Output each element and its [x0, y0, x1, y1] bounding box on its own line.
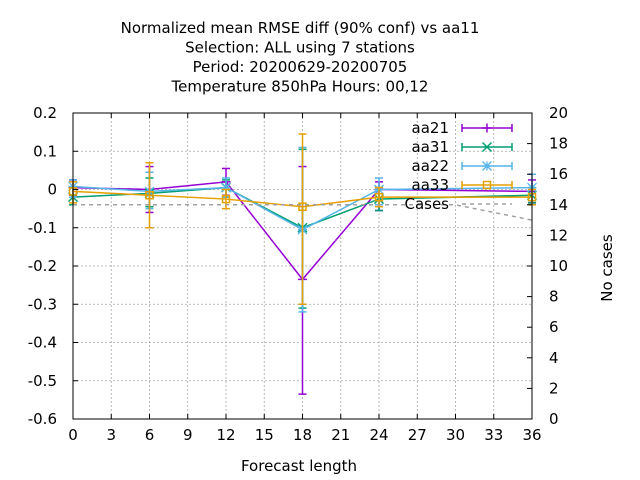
y2-tick-label: 12	[549, 226, 568, 244]
x-tick-label: 24	[369, 426, 388, 444]
y2-tick-label: 14	[549, 196, 568, 214]
x-tick-label: 6	[145, 426, 155, 444]
legend-label: Cases	[404, 195, 449, 213]
legend-marker	[482, 123, 492, 133]
chart-title: Normalized mean RMSE diff (90% conf) vs …	[121, 19, 480, 96]
title-line: Selection: ALL using 7 stations	[185, 39, 415, 57]
x-tick-label: 33	[484, 426, 503, 444]
x-tick-label: 9	[183, 426, 193, 444]
y-tick-label: -0.6	[28, 410, 57, 428]
data-point	[221, 194, 231, 204]
y2-tick-label: 6	[549, 318, 559, 336]
y-tick-label: 0.2	[33, 104, 57, 122]
x-tick-label: 21	[331, 426, 350, 444]
y-tick-label: 0	[47, 181, 57, 199]
series-aa33	[68, 133, 537, 305]
title-line: Temperature 850hPa Hours: 00,12	[171, 78, 429, 96]
legend-marker	[481, 141, 493, 153]
x-tick-label: 18	[293, 426, 312, 444]
data-point	[221, 182, 231, 193]
y2-tick-label: 20	[549, 104, 568, 122]
series	[67, 133, 538, 395]
y-tick-label: 0.1	[33, 142, 57, 160]
legend-label: aa31	[412, 138, 449, 156]
legend-marker	[482, 180, 492, 190]
x-tick-label: 12	[216, 426, 235, 444]
legend-label: aa33	[412, 176, 449, 194]
y2-tick-label: 16	[549, 165, 568, 183]
x-tick-label: 36	[522, 426, 541, 444]
x-axis-label: Forecast length	[241, 457, 357, 475]
y-tick-label: -0.3	[28, 295, 57, 313]
x-tick-label: 15	[255, 426, 274, 444]
y-tick-label: -0.5	[28, 372, 57, 390]
legend-label: aa21	[412, 119, 449, 137]
y-tick-label: -0.4	[28, 334, 57, 352]
data-point	[298, 202, 307, 211]
y2-tick-label: 10	[549, 257, 568, 275]
y-tick-label: -0.1	[28, 219, 57, 237]
axes: 0 3 6 9 12 15 18 21 24 27 30 33 36-0.6-0.5-0.4-0.3-0…	[28, 104, 568, 444]
y2-tick-label: 2	[549, 379, 559, 397]
x-tick-label: 3	[106, 426, 116, 444]
y2-tick-label: 0	[549, 410, 559, 428]
x-tick-label: 30	[446, 426, 465, 444]
y2-tick-label: 4	[549, 349, 559, 367]
series-line	[72, 190, 532, 208]
title-line: Period: 20200629-20200705	[193, 58, 408, 76]
series-line	[72, 185, 533, 231]
y-tick-label: -0.2	[28, 257, 57, 275]
legend-label: aa22	[412, 157, 449, 175]
y2-tick-label: 8	[549, 288, 559, 306]
y2-axis-label: No cases	[598, 234, 616, 302]
data-point	[145, 190, 154, 200]
data-point	[374, 192, 384, 202]
x-tick-label: 27	[408, 426, 427, 444]
x-tick-label: 0	[68, 426, 78, 444]
y2-tick-label: 18	[549, 135, 568, 153]
legend-marker	[482, 161, 492, 171]
title-line: Normalized mean RMSE diff (90% conf) vs …	[121, 19, 480, 37]
